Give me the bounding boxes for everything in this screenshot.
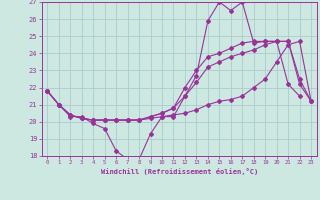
X-axis label: Windchill (Refroidissement éolien,°C): Windchill (Refroidissement éolien,°C) xyxy=(100,168,258,175)
